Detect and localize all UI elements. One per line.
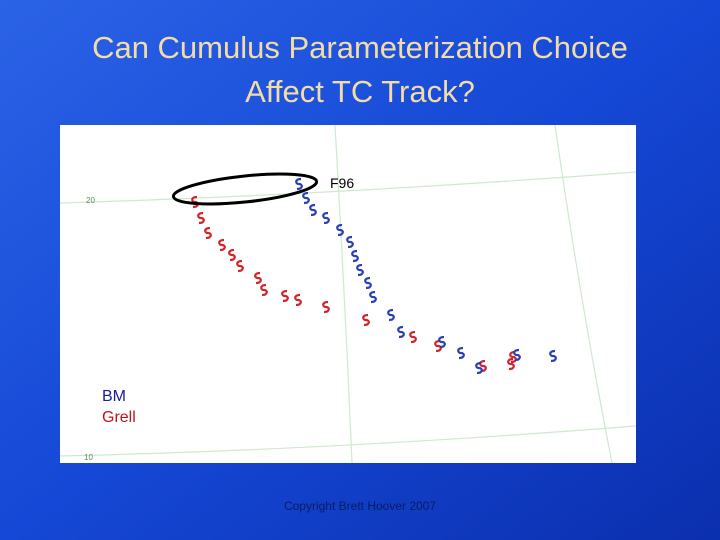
storm-symbol <box>295 177 303 191</box>
storm-symbol <box>479 359 487 373</box>
storm-symbol <box>236 259 244 273</box>
storm-symbol <box>362 313 370 327</box>
latitude-line <box>60 425 636 457</box>
storm-symbol <box>434 339 442 353</box>
storm-symbol <box>513 348 521 362</box>
footer: Copyright Brett Hoover 2007 <box>284 499 436 513</box>
storm-symbol <box>254 271 262 285</box>
legend-entry: BM <box>102 388 126 405</box>
storm-symbol <box>438 335 446 349</box>
highlight-ellipse <box>171 172 319 206</box>
storm-symbol <box>351 249 359 263</box>
storm-symbol <box>346 235 354 249</box>
map-background <box>60 125 636 463</box>
storm-symbol <box>281 289 289 303</box>
map-grid <box>60 125 636 463</box>
storm-symbol <box>549 349 557 363</box>
storm-symbol <box>409 330 417 344</box>
storm-symbol <box>204 226 212 240</box>
storm-symbol <box>457 346 465 360</box>
title-line: Can Cumulus Parameterization Choice <box>92 30 628 65</box>
storm-symbol <box>260 283 268 297</box>
longitude-line <box>554 125 613 463</box>
storm-symbol <box>475 361 483 375</box>
storm-symbol <box>302 191 310 205</box>
latitude-label: 20 <box>86 196 95 205</box>
longitude-line <box>334 125 353 463</box>
storm-symbol <box>294 293 302 307</box>
storm-symbol <box>309 203 317 217</box>
legend-entry: Grell <box>102 409 136 426</box>
storm-symbol <box>509 350 517 364</box>
storm-symbol <box>218 238 226 252</box>
storm-symbol <box>322 211 330 225</box>
storm-symbol <box>369 290 377 304</box>
storm-symbol <box>397 325 405 339</box>
storm-symbol <box>197 211 205 225</box>
storm-symbol <box>228 248 236 262</box>
storm-symbol <box>356 263 364 277</box>
storm-symbol <box>322 300 330 314</box>
map: 20 10 F96 BM Grell <box>60 125 636 463</box>
title-line: Affect TC Track? <box>245 74 475 109</box>
storm-symbol <box>336 223 344 237</box>
storm-symbol <box>364 276 372 290</box>
storm-symbol <box>507 357 515 371</box>
latitude-label: 10 <box>84 453 93 462</box>
storm-symbol <box>387 308 395 322</box>
forecast-label: F96 <box>330 175 354 191</box>
tracks <box>191 177 557 375</box>
